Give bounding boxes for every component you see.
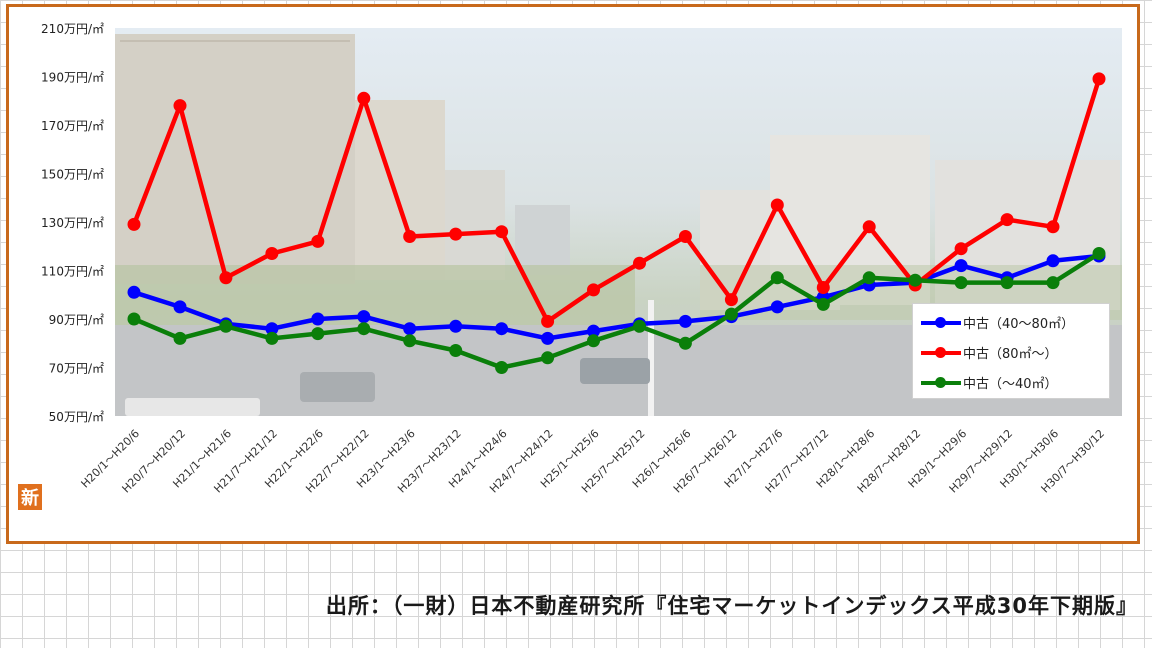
chart-legend: 中古（40～80㎡） 中古（80㎡～） 中古（～40㎡） [912,303,1110,399]
series-line-1 [131,76,1102,324]
data-point [265,322,279,336]
data-point [816,297,830,311]
legend-label-green: 中古（～40㎡） [963,377,1058,392]
data-point [1092,72,1106,86]
data-point [173,99,187,113]
data-point [449,319,463,333]
data-point [1046,254,1060,268]
series-line-2 [131,251,1102,370]
data-point [449,227,463,241]
data-point [770,198,784,212]
data-point [173,331,187,345]
data-point [587,334,600,348]
y-tick-label: 150万円/㎡ [41,168,104,182]
legend-item-red: 中古（80㎡～） [913,340,1109,364]
data-point [127,285,141,299]
data-point [770,300,784,314]
data-point [265,247,279,260]
legend-label-blue: 中古（40～80㎡） [963,317,1075,332]
legend-label-red: 中古（80㎡～） [963,347,1058,362]
legend-item-green: 中古（～40㎡） [913,370,1109,394]
data-point [403,334,417,348]
data-point [633,319,646,333]
y-tick-label: 70万円/㎡ [49,362,104,376]
data-point [1046,276,1060,290]
data-point [862,220,876,234]
data-point [541,314,555,328]
data-point [449,344,463,357]
series-line-0 [131,253,1102,341]
data-point [724,307,738,321]
data-point [954,276,968,290]
data-point [541,351,555,365]
data-point [587,283,600,297]
data-point [1046,220,1060,234]
data-point [173,300,187,314]
source-note: 出所：（一財）日本不動産研究所『住宅マーケットインデックス平成30年下期版』 [325,594,1138,618]
y-tick-label: 90万円/㎡ [49,313,104,327]
data-point [862,271,876,285]
data-point [357,310,371,324]
data-point [1092,247,1106,260]
data-point [1000,276,1014,290]
data-point [127,217,141,231]
data-point [403,322,417,336]
data-point [127,312,141,326]
data-point [541,331,555,345]
data-point [816,281,830,294]
data-point [219,319,233,333]
data-point [403,230,417,243]
y-tick-label: 210万円/㎡ [41,22,104,36]
y-tick-label: 110万円/㎡ [41,265,104,279]
data-point [357,91,371,105]
legend-item-blue: 中古（40～80㎡） [913,310,1109,334]
data-point [311,327,325,341]
y-tick-label: 170万円/㎡ [41,119,104,133]
data-point [678,336,692,350]
y-tick-label: 50万円/㎡ [49,410,104,424]
data-point [678,314,692,328]
data-point [954,242,968,256]
data-point [311,312,325,326]
data-point [495,225,509,239]
data-point [724,293,738,307]
y-tick-label: 190万円/㎡ [41,71,104,85]
data-point [357,322,371,336]
data-point [495,361,509,374]
data-point [311,234,325,248]
data-point [770,271,784,285]
data-point [633,256,646,270]
data-point [265,331,279,345]
data-point [587,324,600,338]
data-point [219,271,233,285]
data-point [678,230,692,243]
data-point [908,273,922,287]
data-point [1000,213,1014,227]
logo-badge: 新 [18,484,42,510]
data-point [954,259,968,273]
data-point [495,322,509,336]
y-tick-label: 130万円/㎡ [41,216,104,230]
